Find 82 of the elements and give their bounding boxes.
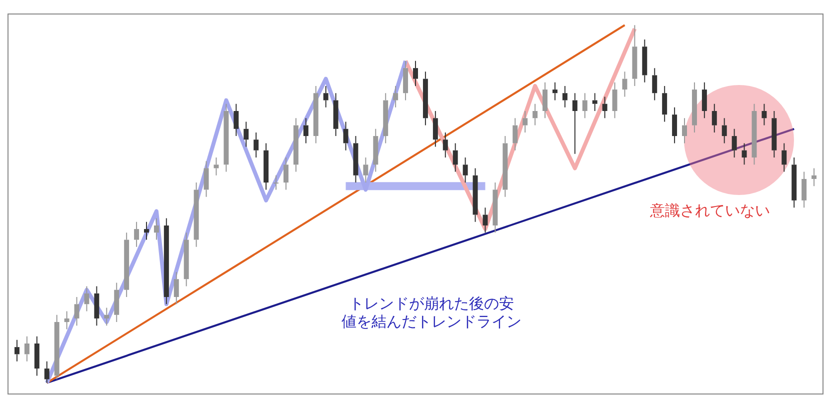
candlestick (343, 121, 348, 151)
candlestick (732, 128, 737, 158)
candlestick (432, 110, 438, 148)
candlestick (632, 24, 638, 86)
candlestick (772, 110, 777, 158)
candlestick (572, 92, 578, 154)
candlestick (174, 271, 179, 305)
candlestick (413, 60, 418, 86)
candlestick (812, 168, 817, 187)
candlestick (642, 38, 648, 83)
candlestick (393, 85, 398, 108)
candlestick (582, 92, 588, 119)
candlestick (234, 103, 239, 137)
candlestick (134, 221, 140, 248)
candlestick (333, 92, 338, 137)
candlestick (532, 103, 538, 126)
annotation: トレンドが崩れた後の安値を結んだトレンドライン (342, 294, 522, 330)
candlestick (602, 96, 608, 119)
candlestick (712, 103, 717, 133)
candlestick (752, 103, 757, 166)
candlestick (283, 157, 288, 190)
candlestick (244, 121, 249, 148)
candlestick (204, 160, 209, 198)
candlestick (74, 296, 80, 326)
candlestick (164, 218, 169, 305)
candlestick (44, 360, 50, 384)
candlestick (293, 118, 298, 172)
candlestick (154, 218, 159, 240)
candlestick (383, 92, 388, 144)
candlestick (492, 182, 498, 234)
candlestick (472, 168, 478, 222)
candlestick (702, 82, 707, 119)
candlestick (104, 307, 110, 326)
candlestick (612, 82, 618, 119)
candlestick (652, 68, 658, 101)
candlestick (373, 128, 378, 172)
candlestick (34, 336, 40, 376)
candlestick (512, 118, 518, 151)
candlestick (592, 92, 598, 112)
candlestick (194, 182, 199, 248)
candlestick (522, 110, 528, 133)
candlestick (94, 286, 100, 326)
candlestick (84, 286, 90, 312)
candlestick (54, 314, 60, 380)
candlestick (14, 339, 20, 362)
candlestick (303, 118, 308, 144)
candlestick (24, 336, 30, 362)
candlestick (692, 82, 697, 133)
candlestick (363, 157, 368, 184)
candlestick (264, 142, 269, 190)
candlestick (792, 157, 797, 208)
candlestick (802, 171, 807, 208)
candlestick (64, 310, 70, 330)
candlestick (502, 136, 508, 198)
candlestick (353, 136, 358, 184)
candlestick (403, 60, 408, 101)
candlestick (682, 118, 687, 144)
candlestick (542, 82, 548, 119)
candlestick (442, 132, 448, 158)
candlestick (124, 232, 130, 298)
candlestick (622, 71, 628, 98)
candlestick (452, 142, 458, 172)
candlestick (762, 103, 767, 126)
candlestick (313, 85, 318, 144)
candlestick (144, 221, 149, 240)
candlestick (422, 71, 428, 126)
candlestick (662, 85, 668, 122)
candlestick (672, 106, 678, 144)
candlestick (482, 207, 488, 234)
candlestick (224, 103, 229, 172)
candlestick (114, 282, 120, 323)
candlestick (782, 142, 787, 172)
annotation: 意識されていない (649, 201, 770, 220)
candlestick (274, 174, 279, 190)
candlestick (722, 118, 727, 144)
candlestick (462, 157, 468, 184)
candlestick (742, 142, 747, 166)
candlestick (254, 132, 259, 158)
candlestick (562, 85, 568, 108)
candlestick (552, 82, 558, 101)
candlestick (323, 85, 328, 108)
candlestick (184, 232, 189, 287)
